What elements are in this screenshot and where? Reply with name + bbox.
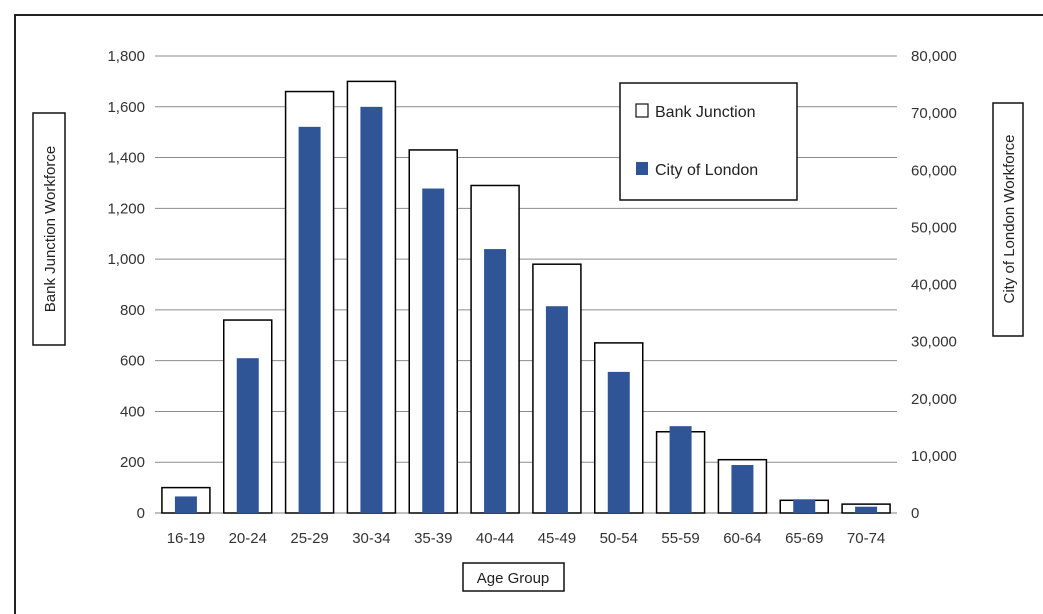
right-tick-label: 50,000 (911, 219, 957, 236)
right-tick-label: 60,000 (911, 162, 957, 179)
bar-city-of-london (484, 249, 507, 513)
bar-city-of-london (731, 465, 754, 513)
right-tick-label: 10,000 (911, 448, 957, 465)
left-tick-label: 1,000 (107, 251, 145, 268)
bar-city-of-london (669, 426, 692, 513)
x-tick-label: 30-34 (352, 530, 390, 547)
x-tick-label: 65-69 (785, 530, 823, 547)
left-axis-title: Bank Junction Workforce (42, 146, 59, 312)
x-axis-title: Age Group (477, 570, 550, 587)
right-axis-title-box: City of London Workforce (992, 102, 1024, 337)
left-tick-label: 1,400 (107, 150, 145, 167)
x-tick-label: 50-54 (600, 530, 638, 547)
right-axis-title: City of London Workforce (1001, 135, 1018, 304)
left-tick-label: 200 (120, 454, 145, 471)
legend-label-bank-junction: Bank Junction (655, 104, 756, 121)
x-tick-label: 45-49 (538, 530, 576, 547)
right-tick-label: 0 (911, 505, 919, 522)
bar-city-of-london (236, 358, 259, 513)
x-tick-label: 55-59 (661, 530, 699, 547)
left-tick-label: 800 (120, 302, 145, 319)
right-tick-label: 40,000 (911, 277, 957, 294)
x-tick-label: 60-64 (723, 530, 761, 547)
bar-city-of-london (174, 496, 197, 513)
legend-box (619, 82, 798, 201)
x-tick-label: 35-39 (414, 530, 452, 547)
left-tick-label: 1,200 (107, 200, 145, 217)
left-tick-label: 600 (120, 353, 145, 370)
bar-city-of-london (793, 499, 816, 513)
x-axis-ticks: 16-19 20-24 25-29 30-34 35-39 40-44 45-49 50-54… (167, 530, 886, 547)
bar-city-of-london (422, 188, 445, 513)
bars (161, 80, 891, 514)
legend-swatch-city-of-london (636, 162, 648, 175)
right-tick-label: 80,000 (911, 48, 957, 65)
legend: Bank Junction City of London (619, 82, 798, 201)
left-tick-label: 0 (137, 505, 145, 522)
x-tick-label: 16-19 (167, 530, 205, 547)
left-axis-title-box: Bank Junction Workforce (32, 112, 66, 346)
right-tick-label: 30,000 (911, 334, 957, 351)
legend-swatch-bank-junction (635, 103, 649, 118)
bar-city-of-london (545, 306, 568, 513)
right-tick-label: 20,000 (911, 391, 957, 408)
left-tick-label: 1,800 (107, 48, 145, 65)
legend-label-city-of-london: City of London (655, 162, 758, 179)
left-tick-label: 400 (120, 403, 145, 420)
right-axis-ticks: 0 10,000 20,000 30,000 40,000 50,000 60,000 70,… (911, 48, 957, 522)
bar-city-of-london (360, 106, 383, 513)
x-tick-label: 25-29 (290, 530, 328, 547)
bar-city-of-london (607, 371, 630, 513)
x-tick-label: 70-74 (847, 530, 885, 547)
left-axis-ticks: 0 200 400 600 800 1,000 1,200 1,400 1,600 1,800 (107, 48, 145, 522)
x-tick-label: 40-44 (476, 530, 514, 547)
right-tick-label: 70,000 (911, 105, 957, 122)
x-tick-label: 20-24 (229, 530, 267, 547)
x-axis-title-box: Age Group (462, 562, 565, 592)
bar-city-of-london (855, 506, 878, 513)
chart-frame (14, 14, 1043, 614)
left-tick-label: 1,600 (107, 99, 145, 116)
bar-city-of-london (298, 126, 321, 514)
